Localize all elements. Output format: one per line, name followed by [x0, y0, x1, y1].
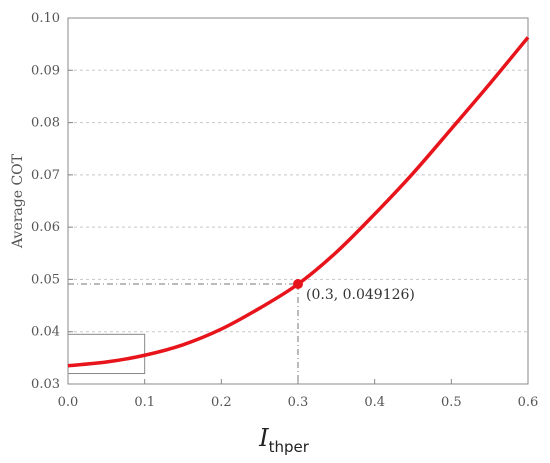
- highlight-point: [293, 278, 303, 289]
- x-axis-ticks: 0.0 0.1 0.2 0.3 0.4 0.5 0.6: [58, 379, 539, 410]
- x-tick-label: 0.6: [518, 395, 539, 410]
- y-tick-label: 0.09: [31, 63, 60, 78]
- x-tick-label: 0.5: [441, 395, 462, 410]
- x-tick-label: 0.1: [134, 395, 155, 410]
- y-tick-label: 0.05: [31, 272, 60, 287]
- y-tick-label: 0.10: [31, 11, 60, 26]
- y-axis-ticks: 0.03 0.04 0.05 0.06 0.07 0.08 0.09 0.10: [31, 11, 73, 392]
- y-axis-label: Average COT: [10, 153, 26, 249]
- series-line: [67, 36, 530, 368]
- x-tick-label: 0.2: [211, 395, 232, 410]
- x-tick-label: 0.4: [364, 395, 385, 410]
- highlight-guides: [68, 283, 299, 384]
- y-tick-label: 0.03: [31, 377, 60, 392]
- y-tick-label: 0.07: [31, 168, 60, 183]
- zoom-box: [67, 333, 146, 375]
- x-axis-label-sub: thper: [269, 438, 310, 456]
- y-tick-label: 0.04: [31, 325, 60, 340]
- x-axis-label-main: I: [258, 424, 269, 452]
- highlight-label: (0.3, 0.049126): [306, 287, 415, 303]
- y-tick-label: 0.06: [31, 220, 60, 235]
- plot-frame: [67, 17, 529, 385]
- x-tick-label: 0.3: [288, 395, 309, 410]
- x-tick-label: 0.0: [58, 395, 79, 410]
- y-tick-label: 0.08: [31, 116, 60, 131]
- gridlines: [68, 69, 528, 333]
- x-axis-label: Ithper: [258, 424, 310, 456]
